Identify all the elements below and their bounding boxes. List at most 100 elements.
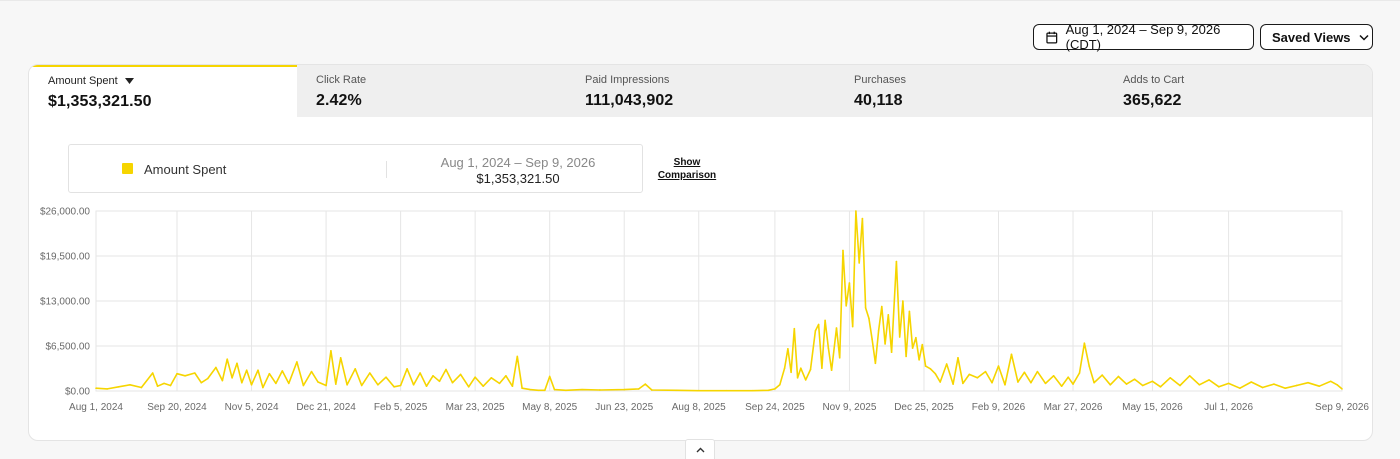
chart-grid	[95, 210, 1343, 392]
legend-total: $1,353,321.50	[476, 171, 560, 186]
top-divider	[0, 0, 1400, 1]
data-point	[1218, 386, 1220, 388]
data-point	[976, 377, 979, 379]
y-axis: $0.00 $6,500.00 $13,000.00 $19,500.00 $26,00…	[40, 207, 90, 398]
legend-divider	[386, 161, 387, 178]
x-tick-label: Mar 23, 2025	[446, 402, 505, 413]
data-point	[241, 381, 243, 384]
tab-purchases[interactable]: Purchases 40,118	[835, 65, 1104, 117]
data-point	[1117, 375, 1120, 378]
data-point	[827, 347, 830, 349]
data-point	[637, 388, 640, 390]
show-comparison-line1: Show	[673, 157, 701, 168]
data-point	[505, 374, 507, 377]
data-point	[156, 385, 159, 387]
data-point	[929, 368, 932, 370]
data-point	[1198, 383, 1201, 386]
data-point	[194, 372, 196, 374]
metric-label: Click Rate	[316, 74, 367, 86]
data-point	[921, 343, 924, 346]
data-point	[1341, 388, 1343, 390]
x-tick-label: Mar 27, 2026	[1044, 402, 1103, 413]
data-point	[275, 382, 277, 385]
data-point	[767, 389, 770, 392]
x-tick-label: Feb 5, 2025	[374, 402, 428, 413]
caret-down-icon[interactable]	[124, 78, 134, 84]
data-point	[874, 362, 877, 365]
x-tick-label: May 8, 2025	[522, 402, 577, 413]
data-point	[725, 389, 728, 392]
data-point	[544, 389, 546, 392]
metric-label: Adds to Cart	[1123, 74, 1185, 86]
data-point	[511, 385, 514, 387]
data-point	[1044, 382, 1047, 385]
data-point	[1067, 376, 1069, 378]
metric-tabs: Amount Spent $1,353,321.50 Click Rate 2.…	[29, 65, 1372, 117]
data-point	[623, 388, 626, 391]
data-point	[221, 379, 224, 382]
data-point	[250, 383, 253, 386]
tab-paid-impressions[interactable]: Paid Impressions 111,043,902	[566, 65, 835, 117]
series-swatch	[122, 163, 133, 174]
x-tick-label: Jun 23, 2025	[595, 402, 653, 413]
tab-adds-to-cart[interactable]: Adds to Cart 365,622	[1104, 65, 1372, 117]
x-tick-label: Jul 1, 2026	[1204, 402, 1253, 413]
tab-amount-spent[interactable]: Amount Spent $1,353,321.50	[29, 65, 297, 117]
data-point	[800, 367, 802, 369]
data-point	[790, 371, 792, 374]
data-point	[360, 384, 363, 387]
x-axis: Aug 1, 2024 Sep 20, 2024 Nov 5, 2024 Dec 21…	[69, 402, 1369, 413]
data-point	[369, 372, 371, 374]
y-tick-label: $0.00	[65, 387, 90, 398]
metric-value: $1,353,321.50	[48, 93, 152, 110]
data-point	[793, 327, 796, 330]
data-point	[1261, 386, 1264, 389]
data-point	[1208, 379, 1210, 381]
date-range-button[interactable]: Aug 1, 2024 – Sep 9, 2026 (CDT)	[1033, 22, 1254, 52]
data-point	[521, 387, 523, 390]
data-point	[855, 210, 857, 212]
data-point	[644, 383, 647, 385]
data-point	[438, 380, 441, 383]
data-point	[778, 383, 781, 386]
series-line-amount-spent	[95, 210, 1343, 392]
data-point	[399, 384, 402, 387]
data-point	[1133, 378, 1136, 381]
data-point	[804, 379, 807, 381]
data-point	[675, 389, 677, 392]
metric-label: Purchases	[854, 74, 906, 86]
data-point	[1329, 380, 1332, 383]
data-point	[1169, 377, 1172, 379]
data-point	[129, 383, 131, 386]
collapse-chart-button[interactable]	[685, 439, 715, 459]
data-point	[1239, 387, 1241, 390]
saved-views-button[interactable]: Saved Views	[1260, 24, 1373, 50]
data-point	[1010, 353, 1013, 356]
data-point	[939, 381, 941, 383]
data-point	[236, 362, 238, 365]
data-point	[432, 374, 434, 377]
data-point	[957, 356, 959, 359]
data-point	[1004, 383, 1006, 386]
data-point	[1109, 383, 1112, 386]
data-point	[911, 347, 914, 349]
tab-click-rate[interactable]: Click Rate 2.42%	[297, 65, 566, 117]
data-point	[339, 356, 342, 359]
data-point	[968, 373, 971, 376]
data-point	[302, 384, 305, 387]
data-point	[548, 375, 551, 378]
data-point	[984, 370, 987, 373]
data-point	[751, 389, 754, 392]
data-point	[474, 376, 476, 378]
x-tick-label: Dec 25, 2025	[894, 402, 954, 413]
data-point	[169, 384, 172, 387]
metric-value: 2.42%	[316, 92, 362, 109]
show-comparison-link[interactable]: Show Comparison	[657, 156, 717, 182]
data-point	[898, 336, 901, 338]
data-point	[317, 381, 319, 383]
data-point	[163, 382, 165, 385]
data-point	[1093, 381, 1095, 384]
data-point	[1052, 374, 1055, 377]
data-point	[231, 377, 233, 379]
